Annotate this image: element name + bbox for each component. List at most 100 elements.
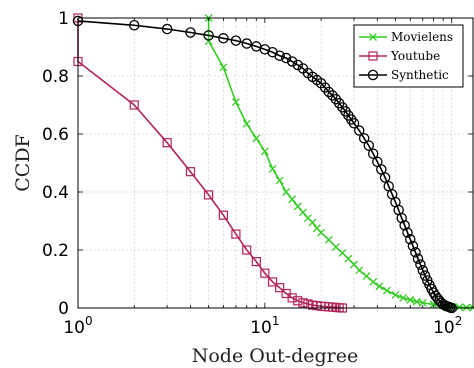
circle-marker — [417, 265, 429, 276]
circle-marker — [323, 86, 335, 98]
x-marker — [308, 218, 317, 227]
y-tick-label: 0.2 — [42, 241, 69, 261]
legend-circle-marker — [367, 69, 379, 81]
square-marker — [204, 190, 214, 200]
x-marker — [406, 295, 415, 304]
legend-square-marker — [368, 51, 378, 61]
x-tick-label-base: 10 — [250, 318, 272, 338]
square-marker — [242, 245, 252, 255]
square-marker — [251, 257, 261, 267]
square-marker — [129, 100, 139, 110]
square-marker — [275, 283, 285, 293]
circle-marker — [358, 133, 370, 144]
circle-marker — [241, 38, 252, 49]
x-marker — [418, 298, 427, 307]
y-tick-label: 0.4 — [42, 183, 69, 203]
legend-entry-movielens: Movielens — [359, 30, 453, 44]
y-tick-label: 0.8 — [42, 67, 69, 87]
x-tick-label-exponent: 0 — [85, 314, 93, 328]
square-marker — [293, 296, 303, 306]
y-tick-label: 0 — [58, 299, 69, 319]
x-marker — [219, 63, 228, 72]
x-marker — [252, 134, 261, 143]
x-marker — [282, 188, 291, 196]
x-tick-label: 102 — [433, 314, 462, 338]
circle-marker — [412, 253, 424, 264]
circle-marker — [327, 90, 338, 101]
legend-entry-synthetic: Synthetic — [359, 68, 449, 82]
series-synthetic — [72, 15, 457, 314]
circle-marker — [230, 35, 242, 46]
circle-marker — [161, 23, 173, 35]
x-marker — [231, 98, 240, 107]
x-marker — [399, 293, 408, 302]
circle-marker — [274, 50, 285, 61]
x-marker — [362, 272, 371, 281]
legend-label: Movielens — [391, 30, 453, 44]
circle-marker — [405, 234, 416, 245]
circle-marker — [396, 212, 407, 224]
x-tick-label: 101 — [250, 314, 279, 338]
legend-label: Youtube — [390, 49, 440, 63]
series-layer — [72, 13, 474, 314]
x-marker — [242, 119, 251, 128]
legend-entry-youtube: Youtube — [359, 49, 440, 63]
plot-frame — [77, 17, 474, 309]
series-youtube — [73, 13, 347, 313]
x-marker — [331, 243, 340, 252]
square-marker — [267, 277, 278, 287]
x-tick-label-exponent: 2 — [455, 314, 463, 328]
series-line — [77, 18, 343, 309]
circle-marker — [410, 247, 421, 258]
circle-marker — [379, 172, 391, 183]
circle-marker — [280, 52, 292, 64]
x-marker — [260, 147, 269, 156]
circle-marker — [419, 270, 431, 281]
x-marker — [391, 290, 400, 299]
ticks — [77, 17, 473, 309]
circle-marker — [363, 140, 375, 151]
circle-marker — [203, 30, 214, 41]
x-marker — [275, 176, 284, 185]
circle-marker — [218, 33, 229, 44]
x-marker — [268, 164, 277, 173]
square-marker — [162, 138, 172, 148]
x-tick-label-base: 10 — [433, 318, 455, 338]
legend-x-marker — [369, 33, 377, 41]
circle-marker — [353, 125, 365, 136]
circle-marker — [348, 118, 360, 129]
x-tick-label-base: 10 — [63, 318, 85, 338]
x-marker — [455, 303, 464, 312]
x-marker — [355, 266, 364, 275]
x-marker — [338, 248, 347, 257]
square-marker — [298, 298, 308, 308]
x-marker — [375, 282, 384, 291]
x-marker — [462, 303, 471, 312]
circle-marker — [407, 240, 419, 252]
x-tick-label: 100 — [63, 314, 92, 338]
x-marker — [288, 195, 297, 204]
circle-marker — [185, 27, 196, 38]
legend-label: Synthetic — [391, 68, 449, 82]
y-tick-label: 1 — [58, 9, 69, 29]
circle-marker — [415, 259, 426, 270]
square-marker — [185, 167, 196, 177]
square-marker — [218, 210, 229, 220]
circle-marker — [367, 148, 379, 159]
circle-marker — [292, 59, 304, 71]
y-tick-label: 0.6 — [42, 125, 69, 145]
legend: Movielens Youtube Synthetic — [353, 24, 464, 88]
y-axis-label: CCDF — [12, 134, 34, 192]
square-marker — [260, 268, 270, 278]
circle-marker — [286, 56, 298, 67]
circle-marker — [402, 227, 413, 238]
x-marker — [324, 235, 333, 244]
x-marker — [369, 277, 378, 286]
x-tick-label-exponent: 1 — [272, 314, 280, 328]
square-marker — [287, 293, 297, 303]
x-marker — [317, 228, 326, 237]
x-axis-label: Node Out-degree — [192, 345, 359, 367]
square-marker — [231, 229, 241, 239]
